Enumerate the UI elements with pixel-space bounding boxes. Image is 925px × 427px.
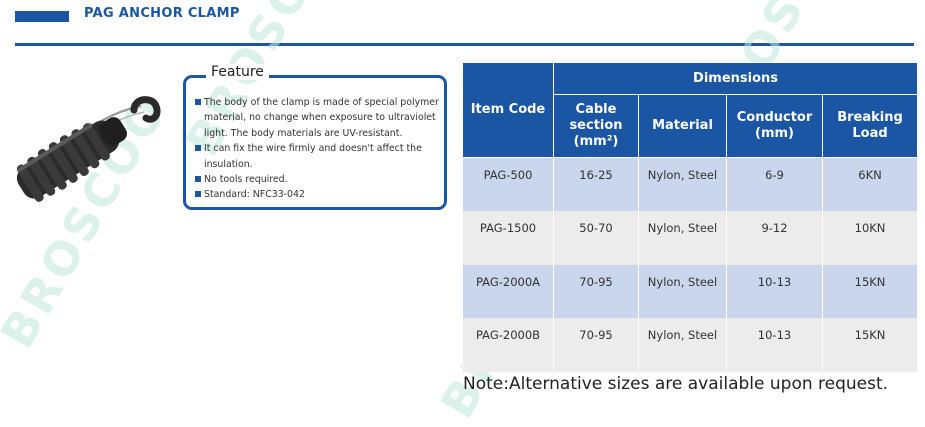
title-divider: [15, 43, 914, 46]
feature-item: The body of the clamp is made of special…: [195, 95, 445, 141]
cell-material: Nylon, Steel: [638, 210, 727, 265]
table-row: PAG-1500 50-70 Nylon, Steel 9-12 10KN: [462, 210, 919, 265]
feature-item: No tools required.: [195, 172, 445, 187]
square-bullet-icon: [195, 145, 201, 152]
cell-code: PAG-2000B: [462, 317, 554, 372]
table-row: PAG-2000A 70-95 Nylon, Steel 10-13 15KN: [462, 264, 919, 318]
cell-conductor: 10-13: [726, 264, 823, 318]
cell-material: Nylon, Steel: [638, 157, 727, 211]
cell-breaking-load: 15KN: [821, 317, 919, 372]
cell-cable-section: 70-95: [553, 317, 639, 372]
feature-item: Standard: NFC33-042: [195, 187, 445, 202]
square-bullet-icon: [195, 99, 201, 105]
header-dimensions: Dimensions: [552, 62, 919, 95]
header-breaking-load: Breaking Load: [821, 94, 919, 158]
anchor-clamp-product-image: [16, 96, 161, 202]
cell-code: PAG-2000A: [462, 264, 554, 318]
page-title: PAG ANCHOR CLAMP: [84, 6, 240, 21]
header-conductor: Conductor (mm): [726, 94, 823, 158]
feature-item: It can fix the wire firmly and doesn't a…: [195, 141, 445, 172]
feature-list: The body of the clamp is made of special…: [195, 95, 445, 203]
table-row: PAG-500 16-25 Nylon, Steel 6-9 6KN: [462, 157, 919, 211]
cell-conductor: 9-12: [726, 210, 823, 265]
feature-heading: Feature: [206, 64, 269, 80]
cell-conductor: 6-9: [726, 157, 823, 211]
square-bullet-icon: [195, 191, 201, 198]
availability-note: Note:Alternative sizes are available upo…: [463, 374, 889, 394]
cell-cable-section: 70-95: [553, 264, 639, 318]
cell-code: PAG-500: [462, 157, 554, 211]
cell-material: Nylon, Steel: [638, 264, 727, 318]
cell-material: Nylon, Steel: [638, 317, 727, 372]
cell-cable-section: 50-70: [553, 210, 639, 265]
feature-panel: [183, 75, 447, 210]
cell-conductor: 10-13: [726, 317, 823, 372]
cell-cable-section: 16-25: [553, 157, 639, 211]
table-row: PAG-2000B 70-95 Nylon, Steel 10-13 15KN: [462, 317, 919, 372]
header-material: Material: [638, 94, 727, 158]
cell-breaking-load: 10KN: [821, 210, 919, 265]
cell-breaking-load: 15KN: [821, 264, 919, 318]
cell-breaking-load: 6KN: [821, 157, 919, 211]
spec-table: Item Code Dimensions Cable section (mm²)…: [462, 62, 919, 372]
cell-code: PAG-1500: [462, 210, 554, 265]
square-bullet-icon: [195, 176, 201, 183]
header-cable-section: Cable section (mm²): [553, 94, 639, 158]
title-accent-bar: [15, 11, 69, 22]
header-item-code: Item Code: [462, 62, 554, 158]
